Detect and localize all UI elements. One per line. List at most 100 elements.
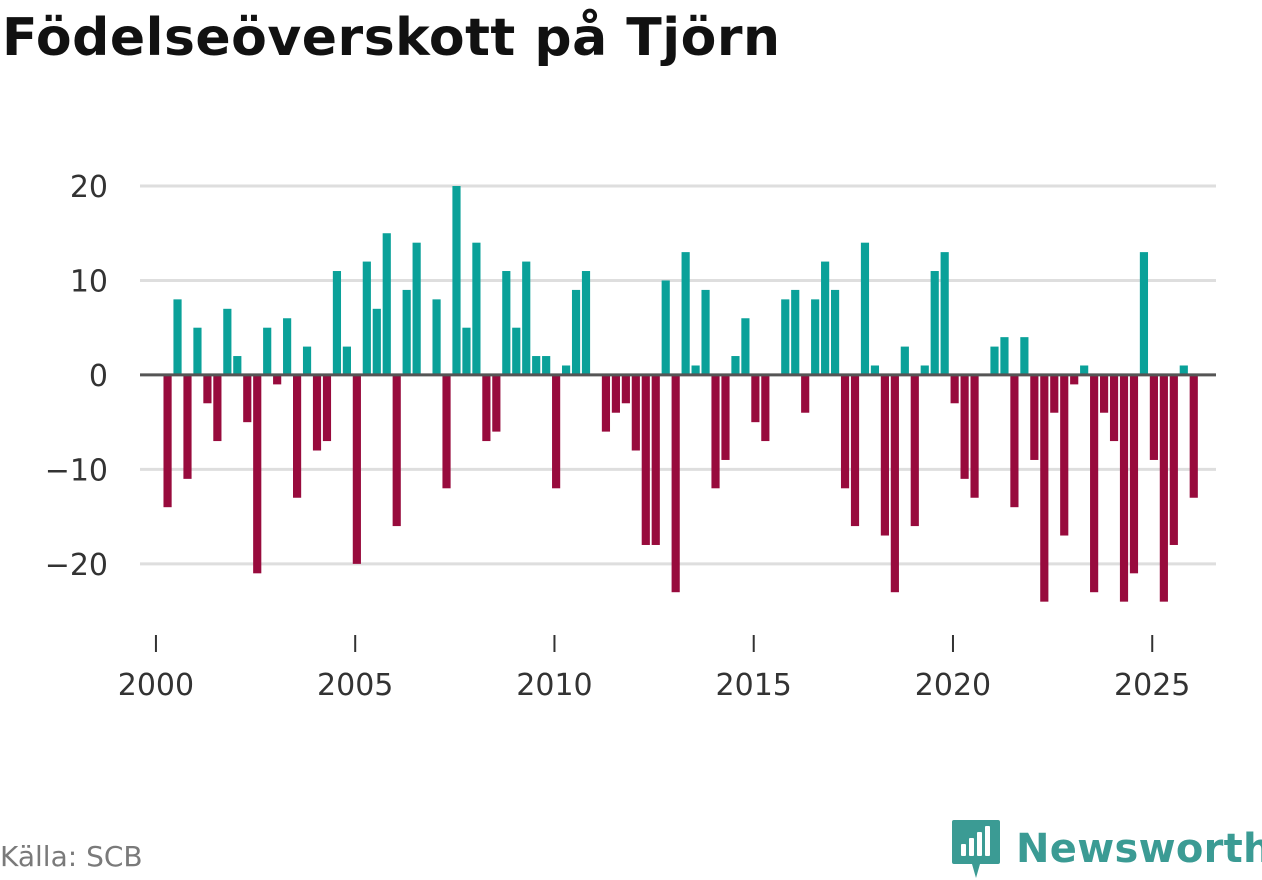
bar-negative: [492, 374, 501, 432]
bar-negative: [840, 374, 850, 489]
x-tick-label: 2020: [915, 668, 991, 703]
bar-positive: [830, 289, 840, 375]
bar-negative: [1040, 374, 1049, 602]
bar-positive: [263, 327, 272, 375]
bar-negative: [1060, 374, 1069, 536]
bar-positive: [1080, 365, 1089, 375]
bar-negative: [711, 374, 720, 489]
brand-name: Newsworthy: [1016, 826, 1262, 872]
y-tick-label: 10: [70, 264, 108, 299]
bar-negative: [1050, 374, 1059, 413]
bar-positive: [581, 271, 591, 375]
y-tick-label: −20: [45, 548, 108, 583]
bar-positive: [821, 261, 830, 375]
bar-positive: [472, 242, 481, 375]
bar-negative: [1070, 374, 1079, 385]
bar-negative: [1090, 374, 1099, 593]
bar-negative: [322, 374, 332, 442]
bar-negative: [243, 374, 252, 423]
bar-negative: [213, 374, 222, 442]
bar-negative: [292, 374, 302, 498]
bar-positive: [870, 365, 880, 375]
x-tick-label: 2005: [317, 668, 393, 703]
bar-negative: [1099, 374, 1109, 413]
bar-positive: [283, 318, 292, 375]
bar-positive: [1000, 337, 1009, 375]
bars: [163, 186, 1198, 602]
bar-negative: [910, 374, 919, 527]
bar-positive: [900, 346, 909, 375]
bar-negative: [253, 374, 262, 574]
bar-positive: [920, 365, 929, 375]
bar-negative: [601, 374, 611, 432]
bar-positive: [681, 252, 690, 375]
bar-positive: [432, 299, 441, 375]
bar-positive: [332, 271, 342, 375]
x-tick-label: 2025: [1114, 668, 1190, 703]
bar-negative: [552, 374, 561, 489]
bar-negative: [1159, 374, 1168, 602]
bar-positive: [342, 346, 351, 375]
bar-negative: [1010, 374, 1019, 508]
bar-positive: [1179, 365, 1188, 375]
bar-positive: [522, 261, 531, 375]
bar-positive: [990, 346, 999, 375]
bar-positive: [302, 346, 312, 375]
y-tick-label: 0: [89, 359, 108, 394]
bar-negative: [641, 374, 650, 545]
bar-positive: [1139, 252, 1149, 375]
bar-negative: [631, 374, 640, 451]
bar-negative: [880, 374, 889, 536]
bar-positive: [233, 356, 242, 375]
bar-negative: [611, 374, 620, 413]
bar-negative: [1169, 374, 1178, 545]
bar-negative: [751, 374, 760, 423]
bar-positive: [691, 365, 700, 375]
x-tick-label: 2010: [516, 668, 592, 703]
x-tick-label: 2015: [716, 668, 792, 703]
x-tick-label: 2000: [118, 668, 194, 703]
bar-negative: [1030, 374, 1039, 460]
bar-positive: [412, 242, 421, 375]
bar-negative: [1149, 374, 1158, 460]
bar-negative: [721, 374, 730, 460]
bar-negative: [890, 374, 899, 593]
bar-positive: [223, 308, 232, 375]
bar-negative: [950, 374, 959, 404]
bar-positive: [362, 261, 371, 375]
bar-positive: [860, 242, 870, 375]
bar-positive: [661, 280, 670, 375]
bar-positive: [930, 271, 939, 375]
brand-logo[interactable]: Newsworthy: [950, 818, 1262, 880]
bar-negative: [960, 374, 969, 479]
bar-positive: [193, 327, 202, 375]
bar-positive: [741, 318, 750, 375]
bar-positive: [462, 327, 471, 375]
bar-positive: [561, 365, 571, 375]
bar-positive: [502, 271, 511, 375]
bar-positive: [940, 252, 949, 375]
bar-positive: [382, 233, 391, 375]
bar-positive: [402, 289, 411, 375]
bar-negative: [163, 374, 172, 508]
bar-positive: [512, 327, 521, 375]
bar-negative: [1109, 374, 1119, 442]
bar-negative: [621, 374, 630, 404]
source-label: Källa: SCB: [0, 840, 143, 873]
bar-negative: [1189, 374, 1198, 498]
bar-positive: [542, 356, 551, 375]
bar-positive: [532, 356, 541, 375]
bar-positive: [452, 186, 461, 375]
bar-negative: [392, 374, 401, 527]
bar-negative: [482, 374, 491, 442]
bar-positive: [781, 299, 790, 375]
newsworthy-logo-icon: [952, 820, 1000, 878]
bar-positive: [372, 308, 381, 375]
bar-negative: [801, 374, 810, 413]
bar-negative: [442, 374, 451, 489]
bar-positive: [811, 299, 820, 375]
bar-positive: [791, 289, 800, 375]
bar-negative: [312, 374, 322, 451]
bar-negative: [970, 374, 979, 498]
